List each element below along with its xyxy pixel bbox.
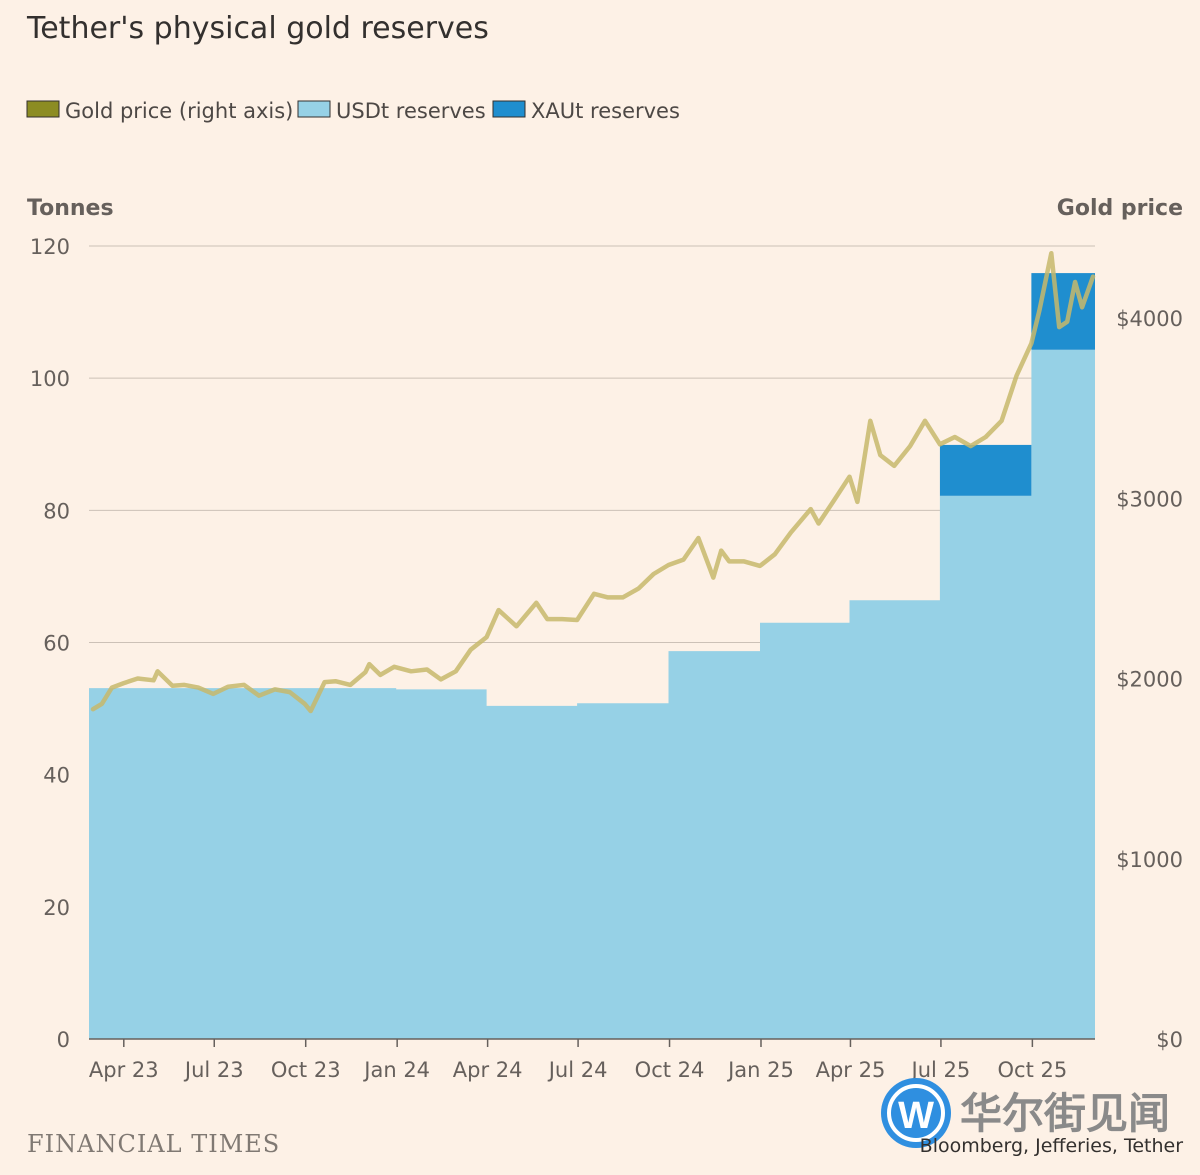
gold-price-series [90, 250, 1096, 714]
y-left-tick-label: 100 [30, 367, 70, 391]
y-left-tick-label: 120 [30, 235, 70, 259]
y-right-tick-label: $2000 [1116, 668, 1183, 692]
y-right-tick-label: $4000 [1116, 307, 1183, 331]
legend-label-gold-price: Gold price (right axis) [65, 99, 293, 123]
legend: Gold price (right axis) USDt reserves XA… [26, 99, 680, 123]
legend-swatch-usdt [297, 100, 331, 118]
footer-brand: FINANCIAL TIMES [27, 1130, 280, 1158]
watermark: W 华尔街见闻 [881, 1078, 1170, 1148]
x-tick-label: Jul 25 [910, 1058, 971, 1082]
chart-title: Tether's physical gold reserves [26, 11, 489, 46]
y-right-axis-title: Gold price [1057, 196, 1183, 221]
x-tick-label: Apr 24 [453, 1058, 523, 1082]
x-tick-label: Jul 24 [547, 1058, 608, 1082]
y-right-tick-label: $1000 [1116, 848, 1183, 872]
y-left-tick-label: 60 [43, 632, 70, 656]
x-tick-label: Jul 23 [183, 1058, 244, 1082]
gold-price-line [90, 250, 1096, 714]
x-tick-label: Oct 25 [998, 1058, 1068, 1082]
y-right-tick-label: $0 [1156, 1028, 1183, 1052]
legend-swatch-xaut [492, 100, 526, 118]
x-tick-label: Oct 24 [635, 1058, 705, 1082]
source-text: Bloomberg, Jefferies, Tether [920, 1135, 1184, 1157]
watermark-logo-letter: W [898, 1095, 934, 1137]
usdt-reserves-series [89, 349, 1095, 1039]
y-left-axis-title: Tonnes [27, 196, 114, 221]
y-left-tick-label: 40 [43, 764, 70, 788]
y-left-tick-label: 80 [43, 499, 70, 523]
legend-label-usdt: USDt reserves [336, 99, 486, 123]
x-tick-label: Oct 23 [271, 1058, 341, 1082]
y-right-tick-label: $3000 [1116, 487, 1183, 511]
xaut-reserves-bar [1031, 273, 1095, 350]
y-left-tick-label: 20 [43, 896, 70, 920]
x-tick-label: Apr 25 [816, 1058, 886, 1082]
legend-label-xaut: XAUt reserves [531, 99, 680, 123]
watermark-logo-ring-icon [887, 1084, 945, 1142]
x-tick-label: Apr 23 [89, 1058, 159, 1082]
legend-swatch-gold-price [26, 100, 60, 118]
x-tick-label: Jan 25 [726, 1058, 794, 1082]
usdt-reserves-area [89, 349, 1095, 1039]
watermark-text: 华尔街见闻 [960, 1089, 1170, 1138]
x-tick-label: Jan 24 [362, 1058, 430, 1082]
watermark-logo-icon [881, 1078, 951, 1148]
xaut-reserves-bar [939, 444, 1032, 496]
axes: 0 20 40 60 80 100 120 $0 $1000 $2000 $3000 $4000 Apr… [30, 235, 1183, 1082]
xaut-reserves-series [939, 273, 1095, 496]
y-left-tick-label: 0 [57, 1028, 70, 1052]
